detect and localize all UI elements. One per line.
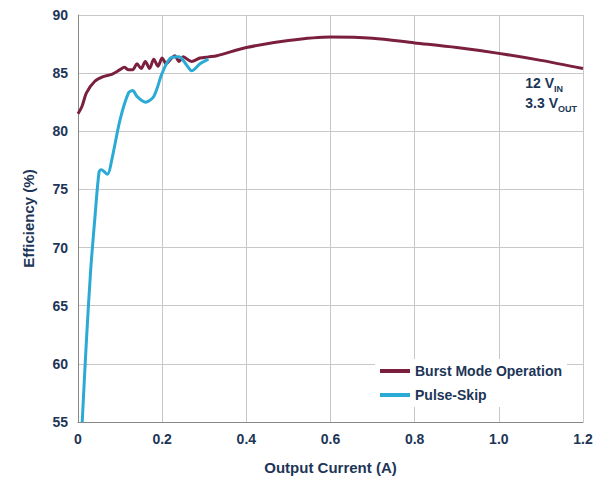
svg-text:0.2: 0.2 bbox=[152, 431, 172, 447]
svg-text:IN: IN bbox=[554, 84, 563, 94]
svg-text:70: 70 bbox=[52, 240, 68, 256]
svg-text:0: 0 bbox=[74, 431, 82, 447]
svg-text:55: 55 bbox=[52, 414, 68, 430]
svg-text:90: 90 bbox=[52, 7, 68, 23]
svg-text:12 V: 12 V bbox=[525, 75, 554, 91]
svg-text:Efficiency (%): Efficiency (%) bbox=[20, 169, 37, 267]
svg-text:1.0: 1.0 bbox=[489, 431, 509, 447]
svg-text:0.6: 0.6 bbox=[321, 431, 341, 447]
svg-text:85: 85 bbox=[52, 65, 68, 81]
svg-text:75: 75 bbox=[52, 181, 68, 197]
svg-text:OUT: OUT bbox=[558, 104, 578, 114]
svg-text:0.8: 0.8 bbox=[405, 431, 425, 447]
svg-text:Output Current (A): Output Current (A) bbox=[264, 459, 396, 476]
svg-text:1.2: 1.2 bbox=[573, 431, 593, 447]
svg-text:0.4: 0.4 bbox=[237, 431, 257, 447]
svg-text:60: 60 bbox=[52, 356, 68, 372]
svg-text:65: 65 bbox=[52, 298, 68, 314]
svg-text:80: 80 bbox=[52, 123, 68, 139]
svg-text:3.3 V: 3.3 V bbox=[525, 95, 558, 111]
svg-text:Burst Mode Operation: Burst Mode Operation bbox=[415, 363, 562, 379]
svg-text:Pulse-Skip: Pulse-Skip bbox=[415, 387, 487, 403]
